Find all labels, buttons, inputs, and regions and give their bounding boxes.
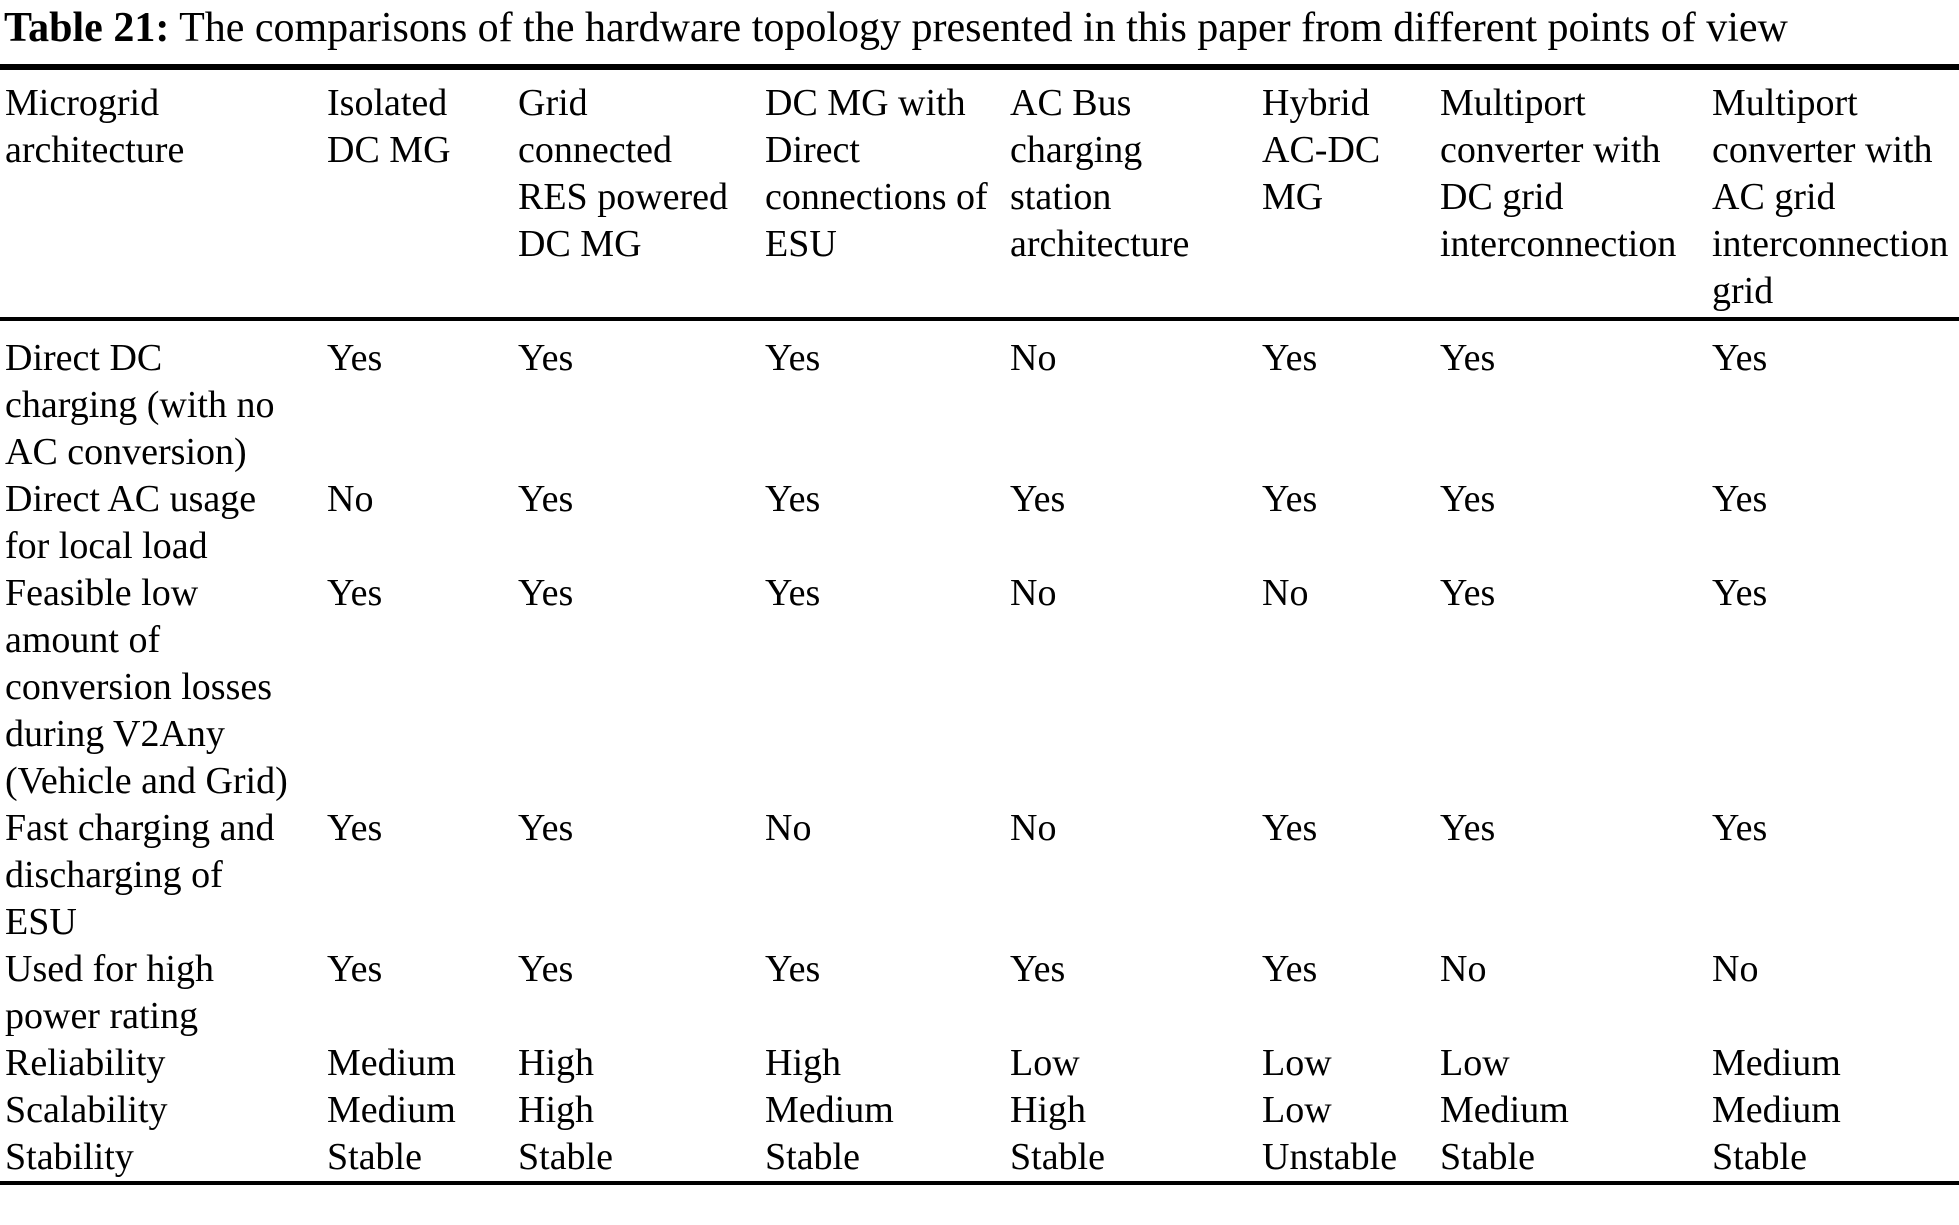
table-row: Used for high power rating Yes Yes Yes Yes Ye…: [0, 946, 1959, 1040]
table-row: Fast charging and discharging of ESU Yes Y…: [0, 805, 1959, 946]
value-cell: High: [765, 1042, 841, 1084]
value-cell: Medium: [1440, 1089, 1569, 1131]
table-header-row: Microgrid architecture Isolated DC MG Grid…: [0, 67, 1959, 319]
header-cell: DC MG with Direct connections of ESU: [765, 82, 988, 265]
hardware-topology-comparison-table: Microgrid architecture Isolated DC MG Grid…: [0, 64, 1959, 1185]
row-label-cell: Scalability: [5, 1089, 168, 1131]
value-cell: Medium: [327, 1042, 456, 1084]
value-cell: Yes: [765, 337, 821, 379]
value-cell: No: [765, 807, 812, 849]
table-row: Direct DC charging (with no AC conversio…: [0, 319, 1959, 476]
value-cell: Yes: [1712, 337, 1768, 379]
value-cell: Yes: [518, 337, 574, 379]
row-label-cell: Feasible low amount of conversion losses…: [5, 572, 288, 802]
value-cell: Yes: [1262, 337, 1318, 379]
value-cell: High: [1010, 1089, 1086, 1131]
value-cell: No: [1010, 572, 1057, 614]
value-cell: Yes: [518, 478, 574, 520]
table-caption: Table 21: The comparisons of the hardwar…: [0, 0, 1959, 55]
value-cell: Yes: [1440, 478, 1496, 520]
row-label-cell: Reliability: [5, 1042, 166, 1084]
value-cell: Yes: [1712, 807, 1768, 849]
value-cell: Low: [1262, 1042, 1332, 1084]
row-label-cell: Stability: [5, 1136, 134, 1178]
table-row: Stability Stable Stable Stable Stable Unstabl…: [0, 1134, 1959, 1183]
value-cell: Yes: [765, 572, 821, 614]
value-cell: Yes: [327, 948, 383, 990]
value-cell: High: [518, 1089, 594, 1131]
table-row: Scalability Medium High Medium High Low Medium…: [0, 1087, 1959, 1134]
table-header: Microgrid architecture Isolated DC MG Grid…: [0, 67, 1959, 319]
value-cell: Stable: [1010, 1136, 1105, 1178]
value-cell: Yes: [518, 807, 574, 849]
value-cell: Medium: [1712, 1089, 1841, 1131]
row-label-cell: Direct AC usage for local load: [5, 478, 257, 567]
value-cell: No: [1440, 948, 1487, 990]
value-cell: Stable: [1712, 1136, 1807, 1178]
value-cell: Medium: [327, 1089, 456, 1131]
value-cell: Low: [1010, 1042, 1080, 1084]
header-cell: AC Bus charging station architecture: [1010, 82, 1190, 265]
header-cell: Isolated DC MG: [327, 82, 451, 171]
value-cell: Medium: [1712, 1042, 1841, 1084]
row-label-cell: Used for high power rating: [5, 948, 214, 1037]
value-cell: Yes: [518, 572, 574, 614]
value-cell: Yes: [1440, 337, 1496, 379]
header-cell-row-label: Microgrid architecture: [5, 82, 185, 171]
value-cell: Unstable: [1262, 1136, 1398, 1178]
value-cell: No: [1262, 572, 1309, 614]
value-cell: High: [518, 1042, 594, 1084]
value-cell: Yes: [1440, 807, 1496, 849]
value-cell: Yes: [1262, 807, 1318, 849]
value-cell: Yes: [765, 478, 821, 520]
value-cell: Yes: [1262, 948, 1318, 990]
value-cell: Stable: [327, 1136, 422, 1178]
value-cell: Yes: [1712, 572, 1768, 614]
value-cell: Stable: [765, 1136, 860, 1178]
header-cell: Multiport converter with DC grid interco…: [1440, 82, 1677, 265]
table-body: Direct DC charging (with no AC conversio…: [0, 319, 1959, 1183]
value-cell: No: [1712, 948, 1759, 990]
value-cell: Yes: [1712, 478, 1768, 520]
value-cell: Low: [1440, 1042, 1510, 1084]
table-row: Feasible low amount of conversion losses…: [0, 570, 1959, 805]
value-cell: Yes: [327, 572, 383, 614]
header-cell: Grid connected RES powered DC MG: [518, 82, 729, 265]
value-cell: Yes: [1262, 478, 1318, 520]
header-cell: Multiport converter with AC grid interco…: [1712, 82, 1949, 312]
value-cell: Yes: [1440, 572, 1496, 614]
table-row: Direct AC usage for local load No Yes Yes Ye…: [0, 476, 1959, 570]
table-caption-number: Table 21:: [4, 5, 170, 51]
header-cell: Hybrid AC-DC MG: [1262, 82, 1381, 218]
value-cell: Medium: [765, 1089, 894, 1131]
table-row: Reliability Medium High High Low Low Low Medium: [0, 1040, 1959, 1087]
table-caption-text: The comparisons of the hardware topology…: [179, 5, 1788, 51]
value-cell: No: [327, 478, 374, 520]
value-cell: Yes: [1010, 948, 1066, 990]
value-cell: Yes: [327, 807, 383, 849]
value-cell: Low: [1262, 1089, 1332, 1131]
value-cell: Stable: [1440, 1136, 1535, 1178]
value-cell: No: [1010, 807, 1057, 849]
row-label-cell: Direct DC charging (with no AC conversio…: [5, 337, 275, 473]
row-label-cell: Fast charging and discharging of ESU: [5, 807, 275, 943]
value-cell: No: [1010, 337, 1057, 379]
value-cell: Yes: [327, 337, 383, 379]
value-cell: Yes: [518, 948, 574, 990]
value-cell: Yes: [765, 948, 821, 990]
value-cell: Yes: [1010, 478, 1066, 520]
value-cell: Stable: [518, 1136, 613, 1178]
